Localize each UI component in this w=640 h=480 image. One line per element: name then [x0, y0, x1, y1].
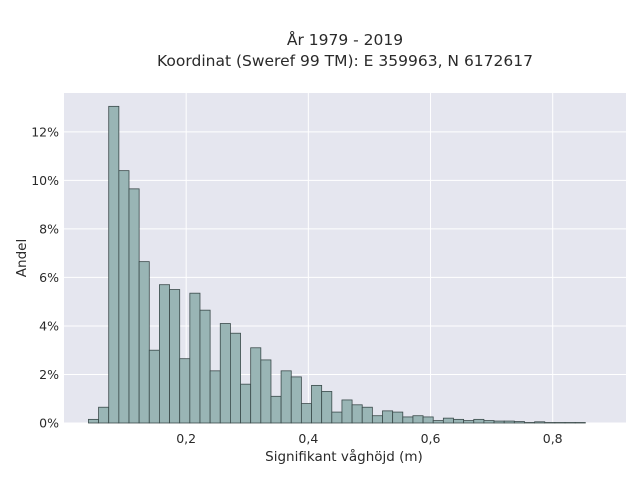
y-tick-label: 4% — [39, 318, 59, 333]
y-tick-label: 2% — [39, 367, 59, 382]
histogram-bar — [159, 284, 170, 424]
histogram-bar — [138, 261, 150, 424]
histogram-bar — [169, 289, 181, 424]
x-tick-label: 0,8 — [543, 431, 563, 446]
histogram-bar — [534, 421, 546, 424]
histogram-bar — [280, 370, 292, 424]
histogram-bar — [432, 420, 444, 424]
histogram-bar — [402, 416, 414, 424]
x-axis-ticks: 0,2 0,4 0,6 0,8 — [176, 431, 562, 446]
y-tick-label: 6% — [39, 270, 59, 285]
chart-title-line1: År 1979 - 2019 — [287, 30, 403, 49]
x-tick-label: 0,4 — [298, 431, 318, 446]
histogram-bar — [453, 418, 465, 424]
histogram-bar — [240, 383, 252, 424]
histogram-bar — [321, 391, 333, 424]
histogram-bar — [503, 420, 515, 424]
histogram-bar — [371, 415, 383, 424]
histogram-bar — [493, 420, 505, 424]
histogram-bar — [260, 359, 272, 424]
histogram-bar — [270, 395, 282, 424]
histogram-bar — [392, 411, 404, 424]
histogram-bar — [473, 418, 485, 424]
grid-lines — [64, 93, 626, 424]
histogram-bar — [98, 406, 110, 424]
histogram-bar — [300, 403, 312, 424]
histogram-bar — [219, 323, 231, 424]
histogram-bar — [118, 170, 130, 424]
chart-title-line2: Koordinat (Sweref 99 TM): E 359963, N 61… — [157, 52, 533, 70]
histogram-bar — [382, 410, 394, 424]
histogram-bar — [311, 384, 323, 424]
histogram-bar — [483, 420, 495, 424]
histogram-bar — [128, 188, 140, 424]
histogram-bar — [290, 376, 302, 424]
y-tick-label: 0% — [39, 416, 59, 431]
y-tick-label: 10% — [31, 173, 59, 188]
y-tick-label: 12% — [31, 124, 59, 139]
histogram-bar — [209, 370, 221, 424]
histogram-bar — [250, 347, 262, 424]
histogram-bar — [412, 415, 424, 424]
histogram-bar — [199, 309, 211, 424]
x-axis-title: Signifikant våghöjd (m) — [265, 448, 423, 465]
histogram-bar — [422, 416, 434, 424]
histogram-bars — [88, 105, 586, 424]
histogram-bar — [331, 411, 343, 424]
histogram-bar — [179, 358, 191, 424]
histogram-bar — [189, 292, 201, 424]
histogram-bar — [230, 332, 241, 424]
histogram-bar — [108, 105, 120, 424]
histogram-bar — [148, 349, 160, 424]
x-tick-label: 0,6 — [421, 431, 441, 446]
x-tick-label: 0,2 — [176, 431, 196, 446]
histogram-bar — [513, 421, 525, 424]
y-tick-label: 8% — [39, 221, 59, 236]
histogram-bar — [341, 399, 353, 424]
histogram-bar — [463, 420, 475, 424]
histogram-bar — [88, 418, 99, 424]
histogram-bar — [442, 417, 454, 424]
y-axis-title: Andel — [14, 239, 30, 277]
y-axis-ticks: 0% 2% 4% 6% 8% 10% 12% — [31, 124, 59, 430]
histogram-bar — [351, 404, 363, 424]
histogram-bar — [361, 406, 373, 424]
